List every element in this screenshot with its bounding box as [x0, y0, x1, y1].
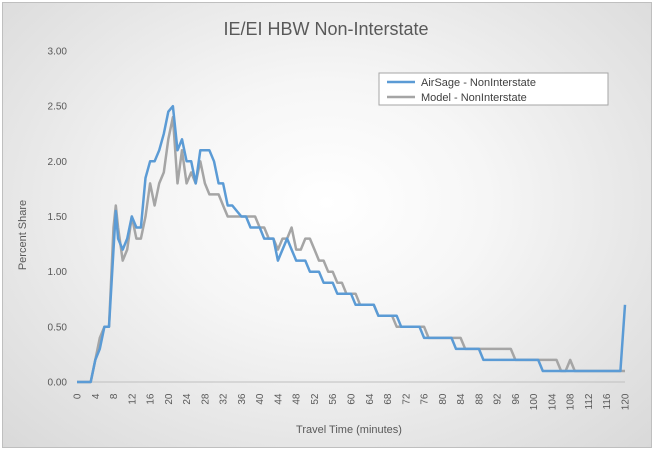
y-tick-label: 1.50	[48, 212, 68, 223]
chart-title: IE/EI HBW Non-Interstate	[223, 19, 428, 39]
y-axis-ticks: 0.00 0.50 1.00 1.50 2.00 2.50 3.00	[48, 47, 68, 389]
x-tick-label: 24	[182, 393, 193, 405]
x-tick-label: 80	[438, 393, 449, 405]
y-tick-label: 0.50	[48, 322, 68, 333]
x-tick-label: 112	[584, 393, 595, 409]
x-tick-label: 36	[237, 393, 248, 405]
x-tick-label: 76	[420, 393, 431, 405]
y-tick-label: 2.00	[48, 157, 68, 168]
x-tick-label: 40	[255, 393, 266, 405]
y-tick-label: 0.00	[48, 378, 68, 389]
y-tick-label: 3.00	[48, 47, 68, 58]
x-tick-label: 104	[547, 393, 558, 410]
x-axis-ticks: 0 4 8 12 16 20 24 28 32 36 40 44 48 52 56 60 64 68 72 76 80 8…	[73, 393, 632, 410]
x-tick-label: 4	[91, 393, 102, 399]
x-tick-label: 88	[474, 393, 485, 405]
x-tick-label: 44	[273, 393, 284, 405]
series-line-model	[77, 115, 625, 384]
line-chart: IE/EI HBW Non-Interstate 0.00 0.50 1.00 1.5…	[17, 19, 632, 436]
x-tick-label: 92	[493, 393, 504, 405]
x-tick-label: 28	[200, 393, 211, 405]
x-tick-label: 12	[127, 393, 138, 405]
x-tick-label: 68	[383, 393, 394, 405]
y-axis-title: Percent Share	[17, 200, 29, 270]
x-tick-label: 84	[456, 393, 467, 405]
x-tick-label: 32	[219, 393, 230, 405]
x-tick-label: 52	[310, 393, 321, 405]
series-lines	[77, 104, 627, 384]
x-tick-label: 72	[401, 393, 412, 405]
series-line-airsage	[77, 104, 627, 384]
x-tick-label: 120	[621, 393, 632, 410]
x-tick-label: 64	[365, 393, 376, 405]
x-tick-label: 56	[328, 393, 339, 405]
x-axis-title: Travel Time (minutes)	[296, 424, 402, 436]
legend-label: Model - NonInterstate	[421, 92, 527, 104]
x-tick-label: 8	[109, 393, 120, 399]
x-tick-label: 60	[347, 393, 358, 405]
y-tick-label: 1.00	[48, 267, 68, 278]
x-tick-label: 20	[164, 393, 175, 405]
x-tick-label: 116	[602, 393, 613, 409]
x-tick-label: 0	[73, 393, 84, 399]
legend-label: AirSage - NonInterstate	[421, 77, 536, 89]
x-tick-label: 108	[566, 393, 577, 410]
x-tick-label: 16	[146, 393, 157, 405]
x-tick-label: 96	[511, 393, 522, 405]
legend-box	[378, 72, 609, 106]
x-tick-label: 100	[529, 393, 540, 410]
y-tick-label: 2.50	[48, 102, 68, 113]
x-tick-label: 48	[292, 393, 303, 405]
legend: AirSage - NonInterstate Model - NonInters…	[378, 72, 609, 106]
